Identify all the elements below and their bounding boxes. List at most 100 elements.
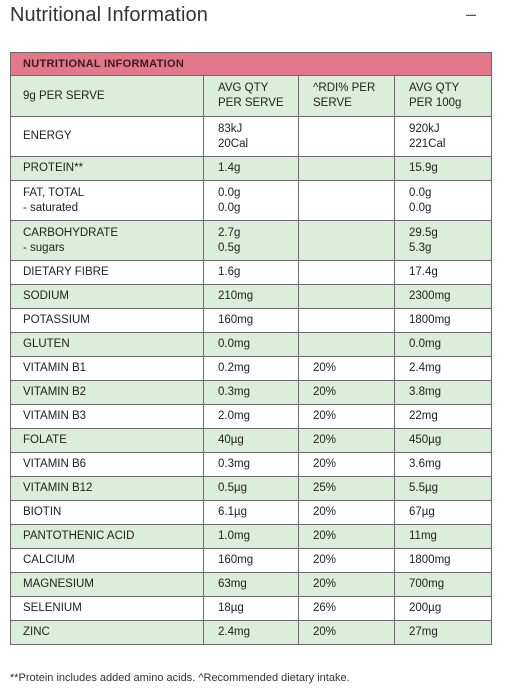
row-label: FAT, TOTAL - saturated (10, 180, 204, 221)
cell-rdi: 25% (298, 476, 395, 501)
row-label: SELENIUM (10, 596, 204, 621)
row-label: VITAMIN B1 (10, 356, 204, 381)
cell-per-serve: 0.5µg (203, 476, 299, 501)
table-row-energy: ENERGY 83kJ 20Cal 920kJ 221Cal (10, 116, 493, 157)
table-banner-row: NUTRITIONAL INFORMATION (9, 52, 493, 76)
cell-per-100g: 27mg (393, 620, 493, 645)
table-row: VITAMIN B12 0.5µg 25% 5.5µg (10, 476, 493, 501)
header-serve-size: 9g PER SERVE (10, 75, 204, 117)
table-row: VITAMIN B3 2.0mg 20% 22mg (10, 404, 493, 429)
table-row: PANTOTHENIC ACID 1.0mg 20% 11mg (10, 524, 493, 549)
row-label: CARBOHYDRATE - sugars (10, 220, 204, 261)
table-row: VITAMIN B2 0.3mg 20% 3.8mg (10, 380, 493, 405)
table-row: CALCIUM 160mg 20% 1800mg (10, 548, 493, 573)
cell-rdi (298, 308, 395, 333)
header-avg-per-100g: AVG QTY PER 100g (393, 75, 493, 117)
row-sub-label: - sugars (23, 241, 65, 254)
cell-per-serve: 0.3mg (203, 380, 299, 405)
collapse-toggle[interactable]: – (466, 4, 476, 25)
cell-per-serve: 63mg (203, 572, 299, 597)
row-label: VITAMIN B6 (10, 452, 204, 477)
table-row: DIETARY FIBRE 1.6g 17.4g (10, 260, 493, 285)
row-label: GLUTEN (10, 332, 204, 357)
row-label: PANTOTHENIC ACID (10, 524, 204, 549)
cell-rdi: 20% (298, 404, 395, 429)
cell-per-serve: 160mg (203, 308, 299, 333)
cell-rdi (298, 116, 395, 157)
cell-per-serve: 0.0mg (203, 332, 299, 357)
table-row: MAGNESIUM 63mg 20% 700mg (10, 572, 493, 597)
row-label: VITAMIN B2 (10, 380, 204, 405)
table-row: POTASSIUM 160mg 1800mg (10, 308, 493, 333)
cell-per-serve: 0.2mg (203, 356, 299, 381)
cell-per-100g: 2.4mg (393, 356, 493, 381)
cell-per-serve: 210mg (203, 284, 299, 309)
table-row: VITAMIN B6 0.3mg 20% 3.6mg (10, 452, 493, 477)
cell-rdi: 20% (298, 356, 395, 381)
table-row: VITAMIN B1 0.2mg 20% 2.4mg (10, 356, 493, 381)
cell-rdi: 20% (298, 380, 395, 405)
cell-rdi (298, 156, 395, 181)
table-row: SELENIUM 18µg 26% 200µg (10, 596, 493, 621)
header-avg-per-serve: AVG QTY PER SERVE (203, 75, 299, 117)
row-label: VITAMIN B3 (10, 404, 204, 429)
header-rdi-per-serve: ^RDI% PER SERVE (298, 75, 395, 117)
cell-per-100g: 29.5g 5.3g (393, 220, 493, 261)
cell-per-100g: 700mg (393, 572, 493, 597)
cell-per-serve: 2.0mg (203, 404, 299, 429)
cell-per-100g: 15.9g (393, 156, 493, 181)
cell-per-serve: 0.0g 0.0g (203, 180, 299, 221)
table-row: ZINC 2.4mg 20% 27mg (10, 620, 493, 645)
cell-per-serve: 83kJ 20Cal (203, 116, 299, 157)
cell-per-100g: 0.0mg (393, 332, 493, 357)
cell-per-100g: 920kJ 221Cal (393, 116, 493, 157)
cell-rdi: 20% (298, 452, 395, 477)
cell-rdi (298, 332, 395, 357)
table-row: FOLATE 40µg 20% 450µg (10, 428, 493, 453)
page-title: Nutritional Information (10, 4, 208, 26)
cell-per-100g: 200µg (393, 596, 493, 621)
cell-rdi: 20% (298, 500, 395, 525)
nutrient-rows: DIETARY FIBRE 1.6g 17.4g SODIUM 210mg 2300mg P… (10, 260, 493, 645)
cell-per-100g: 17.4g (393, 260, 493, 285)
cell-per-serve: 160mg (203, 548, 299, 573)
table-row-fat: FAT, TOTAL - saturated 0.0g 0.0g 0.0g 0.0g (10, 180, 493, 221)
row-label: SODIUM (10, 284, 204, 309)
cell-per-100g: 67µg (393, 500, 493, 525)
cell-per-serve: 2.7g 0.5g (203, 220, 299, 261)
cell-rdi: 20% (298, 620, 395, 645)
table-row-protein: PROTEIN** 1.4g 15.9g (10, 156, 493, 181)
cell-per-serve: 6.1µg (203, 500, 299, 525)
table-header-row: 9g PER SERVE AVG QTY PER SERVE ^RDI% PER S… (10, 75, 493, 117)
table-row: GLUTEN 0.0mg 0.0mg (10, 332, 493, 357)
cell-rdi: 20% (298, 524, 395, 549)
cell-per-100g: 0.0g 0.0g (393, 180, 493, 221)
table-row: SODIUM 210mg 2300mg (10, 284, 493, 309)
cell-per-100g: 2300mg (393, 284, 493, 309)
row-label: VITAMIN B12 (10, 476, 204, 501)
row-label: ZINC (10, 620, 204, 645)
cell-rdi: 20% (298, 548, 395, 573)
cell-rdi (298, 220, 395, 261)
cell-per-serve: 1.6g (203, 260, 299, 285)
cell-per-100g: 1800mg (393, 548, 493, 573)
cell-rdi (298, 260, 395, 285)
cell-rdi: 20% (298, 572, 395, 597)
cell-rdi: 26% (298, 596, 395, 621)
cell-per-serve: 1.4g (203, 156, 299, 181)
cell-rdi: 20% (298, 428, 395, 453)
cell-per-100g: 3.8mg (393, 380, 493, 405)
minus-icon: – (466, 4, 477, 24)
row-label: ENERGY (10, 116, 204, 157)
row-label: BIOTIN (10, 500, 204, 525)
cell-per-100g: 22mg (393, 404, 493, 429)
nutrition-table: NUTRITIONAL INFORMATION 9g PER SERVE AVG… (9, 52, 493, 645)
row-label: FOLATE (10, 428, 204, 453)
table-banner: NUTRITIONAL INFORMATION (9, 52, 493, 76)
table-row-carbohydrate: CARBOHYDRATE - sugars 2.7g 0.5g 29.5g 5.3g (10, 220, 493, 261)
cell-per-serve: 40µg (203, 428, 299, 453)
cell-per-serve: 18µg (203, 596, 299, 621)
cell-per-100g: 450µg (393, 428, 493, 453)
cell-per-serve: 0.3mg (203, 452, 299, 477)
row-label: POTASSIUM (10, 308, 204, 333)
